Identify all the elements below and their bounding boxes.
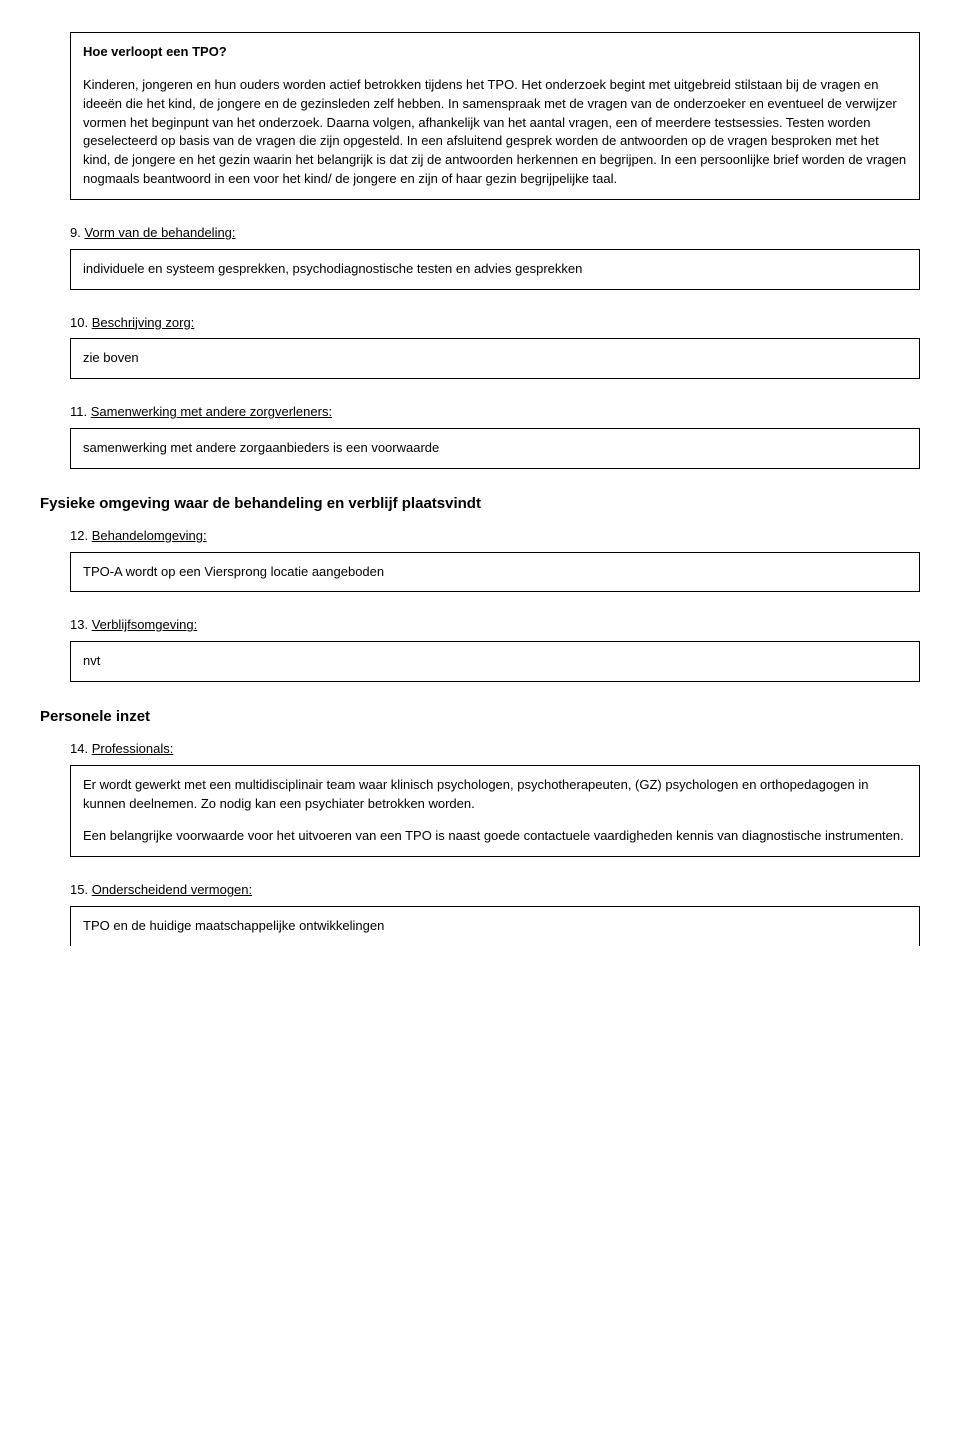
- section-11-content: samenwerking met andere zorgaanbieders i…: [83, 440, 439, 455]
- section-10-box: zie boven: [70, 338, 920, 379]
- section-10-text: Beschrijving zorg:: [92, 315, 195, 330]
- section-13-content: nvt: [83, 653, 100, 668]
- section-13-label: 13. Verblijfsomgeving:: [70, 616, 920, 635]
- section-14-p1: Er wordt gewerkt met een multidisciplina…: [83, 776, 907, 814]
- section-10-label: 10. Beschrijving zorg:: [70, 314, 920, 333]
- section-14-p2: Een belangrijke voorwaarde voor het uitv…: [83, 827, 907, 846]
- section-11-num: 11.: [70, 404, 91, 419]
- section-12-content: TPO-A wordt op een Viersprong locatie aa…: [83, 564, 384, 579]
- heading-personele-inzet: Personele inzet: [40, 706, 920, 728]
- section-9-num: 9.: [70, 225, 84, 240]
- section-15-content: TPO en de huidige maatschappelijke ontwi…: [83, 918, 384, 933]
- section-14-text: Professionals:: [92, 741, 174, 756]
- section-13-text: Verblijfsomgeving:: [92, 617, 198, 632]
- section-11-label: 11. Samenwerking met andere zorgverlener…: [70, 403, 920, 422]
- heading-fysieke-omgeving: Fysieke omgeving waar de behandeling en …: [40, 493, 920, 515]
- section-9-text: Vorm van de behandeling:: [84, 225, 235, 240]
- section-14-num: 14.: [70, 741, 92, 756]
- section-11-text: Samenwerking met andere zorgverleners:: [91, 404, 332, 419]
- section-12-num: 12.: [70, 528, 92, 543]
- section-14-label: 14. Professionals:: [70, 740, 920, 759]
- section-12-text: Behandelomgeving:: [92, 528, 207, 543]
- section-14-box: Er wordt gewerkt met een multidisciplina…: [70, 765, 920, 858]
- section-9-content: individuele en systeem gesprekken, psych…: [83, 261, 582, 276]
- section-9-box: individuele en systeem gesprekken, psych…: [70, 249, 920, 290]
- section-15-num: 15.: [70, 882, 92, 897]
- intro-title: Hoe verloopt een TPO?: [83, 43, 907, 62]
- section-10-content: zie boven: [83, 350, 139, 365]
- section-9-label: 9. Vorm van de behandeling:: [70, 224, 920, 243]
- section-12-box: TPO-A wordt op een Viersprong locatie aa…: [70, 552, 920, 593]
- intro-box: Hoe verloopt een TPO? Kinderen, jongeren…: [70, 32, 920, 200]
- section-11-box: samenwerking met andere zorgaanbieders i…: [70, 428, 920, 469]
- section-12-label: 12. Behandelomgeving:: [70, 527, 920, 546]
- section-15-label: 15. Onderscheidend vermogen:: [70, 881, 920, 900]
- section-13-num: 13.: [70, 617, 92, 632]
- section-10-num: 10.: [70, 315, 92, 330]
- section-15-box: TPO en de huidige maatschappelijke ontwi…: [70, 906, 920, 946]
- intro-paragraph: Kinderen, jongeren en hun ouders worden …: [83, 76, 907, 189]
- section-15-text: Onderscheidend vermogen:: [92, 882, 252, 897]
- section-13-box: nvt: [70, 641, 920, 682]
